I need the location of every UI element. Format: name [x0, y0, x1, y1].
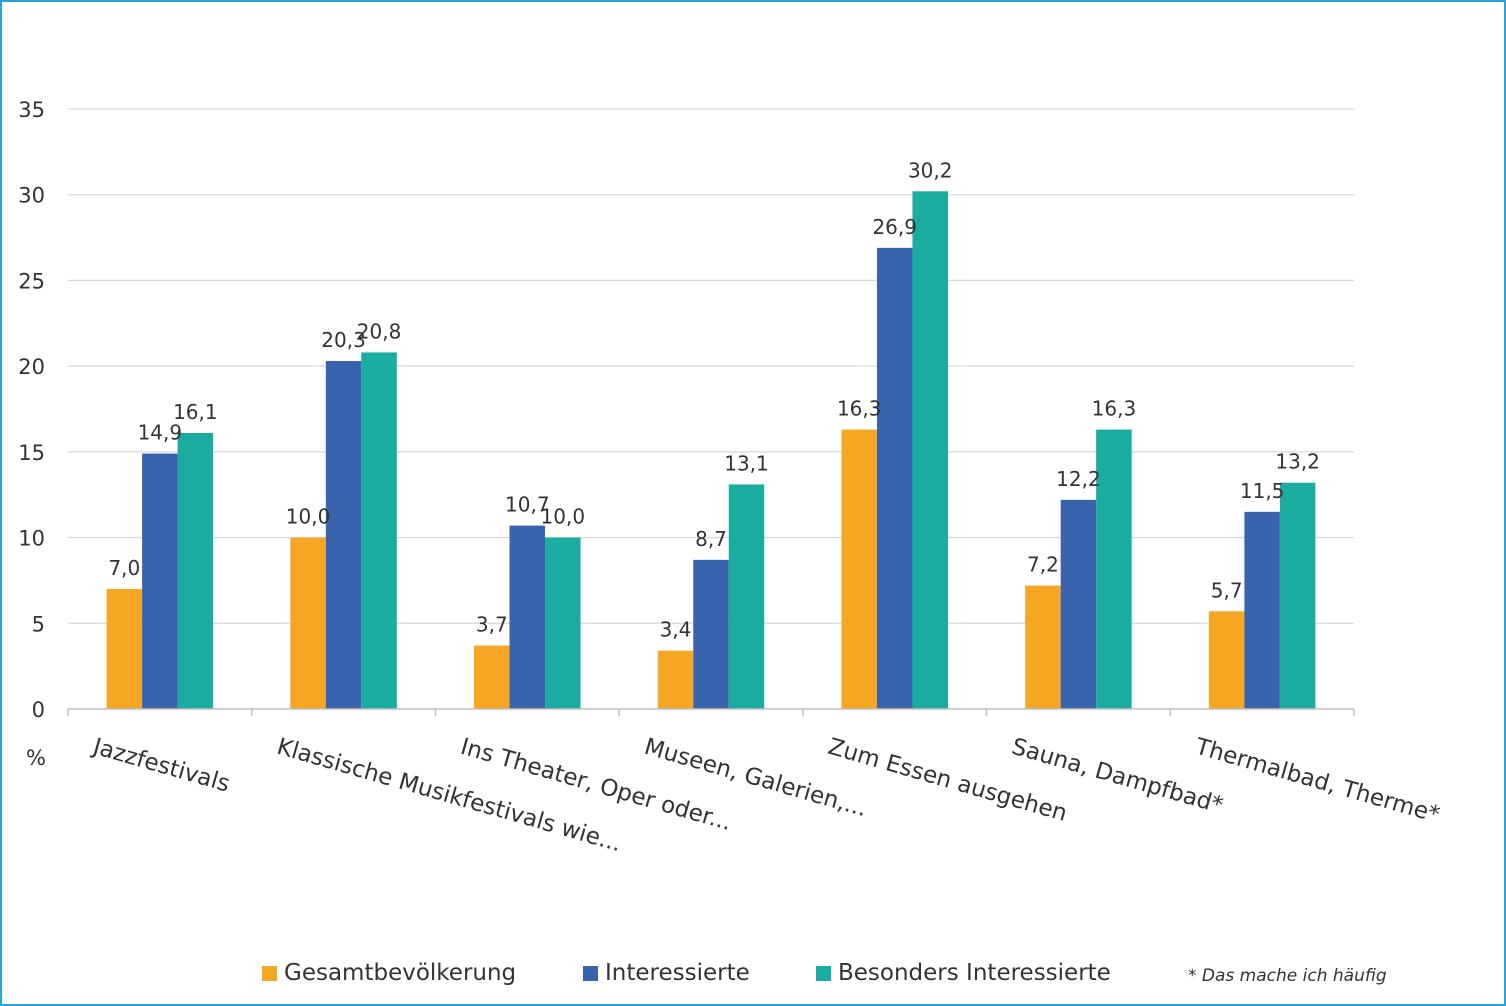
footnote: * Das mache ich häufig — [1188, 966, 1387, 986]
bar — [1208, 611, 1245, 709]
bar — [1096, 429, 1132, 709]
data-label: 13,1 — [724, 451, 769, 475]
bar — [912, 191, 948, 710]
bar — [177, 433, 214, 709]
bar — [1279, 482, 1316, 709]
category-label: Jazzfestivals — [88, 733, 232, 797]
data-label: 3,7 — [476, 613, 508, 637]
gridlines — [68, 108, 1354, 624]
legend-item-interessierte: Interessierte — [583, 960, 750, 986]
legend-swatch — [262, 965, 277, 981]
y-axis-unit-label: % — [26, 746, 46, 770]
y-tick-label: 15 — [18, 441, 45, 465]
bar — [142, 453, 178, 709]
legend-label: Besonders Interessierte — [838, 960, 1111, 986]
bar — [106, 589, 143, 709]
category-label: Klassische Musikfestivals wie... — [274, 734, 624, 857]
bar — [876, 247, 913, 709]
data-label: 16,1 — [173, 400, 218, 424]
data-label: 14,9 — [138, 421, 183, 445]
y-tick-label: 35 — [18, 98, 45, 122]
legend: Gesamtbevölkerung Interessierte Besonder… — [0, 960, 1506, 996]
category-labels: Jazzfestivals Klassische Musikfestivals w… — [88, 733, 1442, 857]
category-label: Thermalbad, Therme* — [1192, 733, 1443, 828]
x-axis — [67, 708, 1355, 716]
data-label: 16,3 — [1092, 397, 1137, 421]
y-tick-label: 20 — [18, 355, 45, 379]
bar — [325, 361, 362, 709]
data-label: 16,3 — [837, 397, 882, 421]
data-label: 7,0 — [108, 556, 140, 580]
data-label: 10,0 — [541, 505, 586, 529]
y-tick-label: 5 — [32, 612, 45, 636]
bars — [106, 191, 1316, 710]
data-label: 20,3 — [321, 328, 366, 352]
legend-swatch — [816, 965, 831, 981]
y-axis-ticks: 0 5 10 15 20 25 30 35 — [18, 98, 45, 722]
bar — [657, 650, 694, 709]
bar — [361, 352, 397, 709]
data-label: 10,7 — [505, 493, 550, 517]
data-label: 30,2 — [908, 158, 953, 182]
data-labels: 7,014,916,110,020,320,83,710,710,03,48,7… — [108, 158, 1319, 641]
bar-chart: 0 5 10 15 20 25 30 35 7,0 14,916,1 10,0 20,320,8 3,… — [18, 98, 1442, 857]
data-label: 3,4 — [660, 618, 692, 642]
bar — [728, 484, 765, 709]
bar — [1060, 499, 1097, 709]
bar — [290, 537, 326, 709]
y-tick-label: 0 — [32, 698, 45, 722]
data-label: 11,5 — [1240, 479, 1285, 503]
data-label: 10,0 — [286, 505, 331, 529]
bar — [693, 559, 729, 709]
bar — [1025, 585, 1061, 709]
bar — [509, 525, 546, 709]
data-label: 12,2 — [1056, 467, 1101, 491]
data-label: 13,2 — [1275, 450, 1320, 474]
data-label: 7,2 — [1027, 553, 1059, 577]
legend-swatch — [583, 965, 598, 981]
bar — [474, 645, 510, 709]
bar — [841, 429, 877, 709]
y-tick-label: 10 — [18, 527, 45, 551]
data-label: 8,7 — [695, 527, 727, 551]
y-tick-label: 30 — [18, 184, 45, 208]
legend-item-gesamt: Gesamtbevölkerung — [262, 960, 516, 986]
legend-label: Interessierte — [605, 960, 750, 986]
legend-label: Gesamtbevölkerung — [284, 960, 517, 986]
bar — [545, 537, 581, 709]
data-label: 26,9 — [872, 215, 917, 239]
bar — [1244, 511, 1280, 709]
data-label: 5,7 — [1211, 578, 1243, 602]
data-label: 20,8 — [357, 319, 402, 343]
y-tick-label: 25 — [18, 269, 45, 293]
legend-item-besonders: Besonders Interessierte — [816, 960, 1111, 986]
